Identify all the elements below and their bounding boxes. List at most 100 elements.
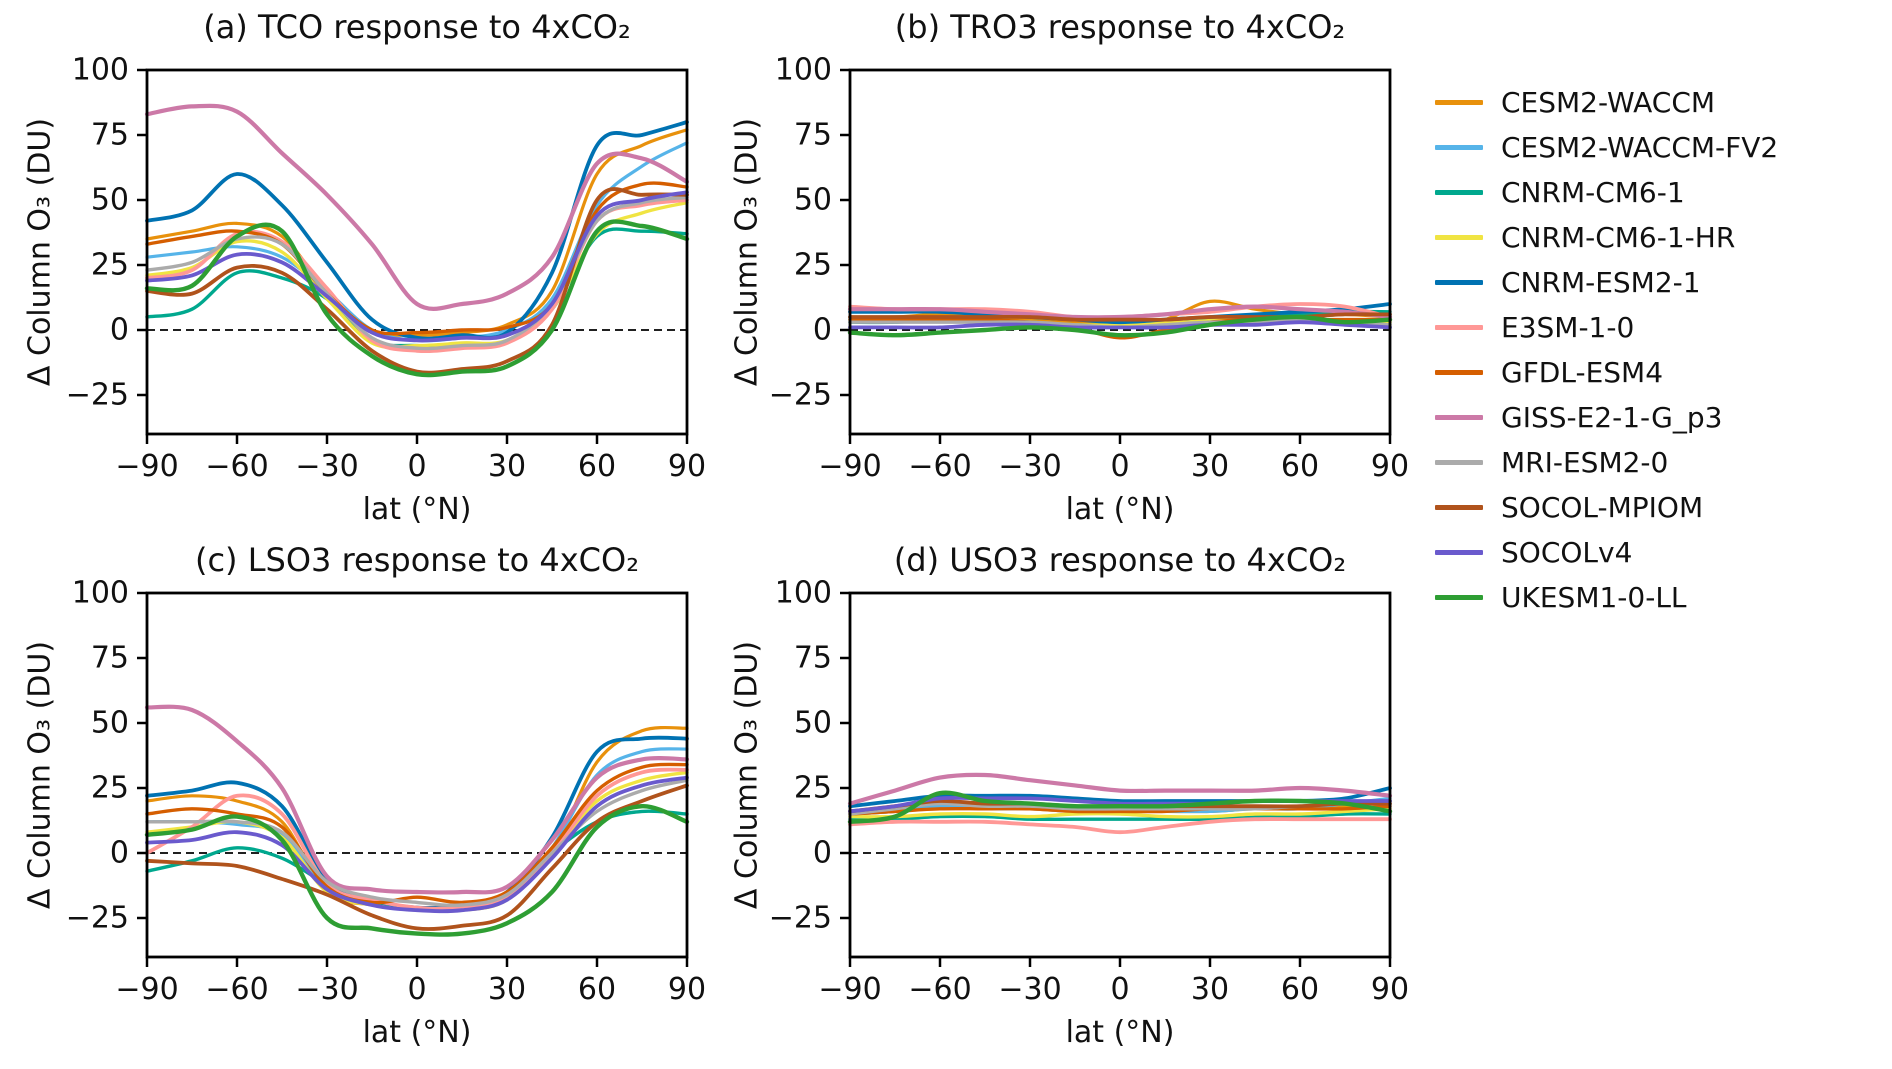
legend-label: E3SM-1-0 (1501, 311, 1635, 344)
series-line-GFDL-ESM4 (145, 181, 689, 336)
x-tick-label: −60 (205, 449, 268, 484)
legend-swatch-UKESM1-0-LL (1435, 595, 1483, 600)
panel-b-title: (b) TRO3 response to 4xCO₂ (894, 8, 1346, 46)
y-tick-label: 25 (91, 248, 129, 283)
x-tick-label: 0 (1110, 972, 1129, 1007)
x-tick-label: 30 (488, 449, 526, 484)
y-tick-label: 100 (72, 53, 129, 88)
panel-a-ylabel: Δ Column O₃ (DU) (22, 117, 58, 387)
series-line-UKESM1-0-LL (144, 804, 690, 937)
series-line-SOCOLv4 (848, 320, 1392, 330)
x-tick-label: −30 (998, 972, 1061, 1007)
legend-item-CESM2-WACCM-FV2: CESM2-WACCM-FV2 (1435, 131, 1778, 164)
legend-item-CESM2-WACCM: CESM2-WACCM (1435, 86, 1778, 119)
legend-item-E3SM-1-0: E3SM-1-0 (1435, 311, 1778, 344)
y-tick-label: 0 (813, 313, 832, 348)
panel-b-xlabel: lat (°N) (1065, 492, 1175, 527)
x-tick-label: 90 (668, 972, 706, 1007)
legend-item-GISS-E2-1-G_p3: GISS-E2-1-G_p3 (1435, 401, 1778, 434)
x-tick-label: 30 (488, 972, 526, 1007)
legend-label: GISS-E2-1-G_p3 (1501, 401, 1723, 434)
x-tick-label: −60 (908, 972, 971, 1007)
panel-d-ylabel: Δ Column O₃ (DU) (729, 640, 765, 910)
x-tick-label: −60 (205, 972, 268, 1007)
series-line-UKESM1-0-LL (144, 219, 690, 378)
legend-item-CNRM-ESM2-1: CNRM-ESM2-1 (1435, 266, 1778, 299)
series-line-CNRM-ESM2-1 (145, 120, 689, 341)
y-tick-label: 0 (110, 313, 129, 348)
x-tick-label: 60 (1281, 972, 1319, 1007)
y-tick-label: −25 (769, 901, 832, 936)
series-line-E3SM-1-0 (848, 817, 1392, 835)
series-line-CNRM-CM6-1-HR (848, 807, 1392, 819)
legend-item-SOCOL-MPIOM: SOCOL-MPIOM (1435, 491, 1778, 524)
series-line-SOCOLv4 (145, 775, 689, 914)
panel-c-ylabel: Δ Column O₃ (DU) (22, 640, 58, 910)
legend-swatch-E3SM-1-0 (1435, 325, 1483, 330)
legend-swatch-CESM2-WACCM-FV2 (1435, 145, 1483, 150)
x-tick-label: −30 (998, 449, 1061, 484)
panel-a-plot: 100 75 50 25 0 −25 −90 −60 −30 0 30 60 90 (66, 53, 706, 485)
legend-swatch-MRI-ESM2-0 (1435, 460, 1483, 465)
panel-a-xlabel: lat (°N) (362, 492, 472, 527)
series-line-UKESM1-0-LL (847, 314, 1393, 338)
y-tick-label: 100 (775, 576, 832, 611)
y-tick-label: 75 (794, 118, 832, 153)
x-tick-label: 90 (1371, 449, 1409, 484)
series-line-SOCOL-MPIOM (145, 187, 689, 375)
y-tick-label: 75 (91, 118, 129, 153)
y-tick-label: −25 (66, 378, 129, 413)
legend-item-MRI-ESM2-0: MRI-ESM2-0 (1435, 446, 1778, 479)
legend-swatch-SOCOL-MPIOM (1435, 505, 1483, 510)
x-tick-label: 30 (1191, 449, 1229, 484)
legend-item-CNRM-CM6-1: CNRM-CM6-1 (1435, 176, 1778, 209)
x-tick-label: 60 (578, 449, 616, 484)
panel-d-title: (d) USO3 response to 4xCO₂ (893, 541, 1347, 579)
panel-b-ylabel: Δ Column O₃ (DU) (729, 117, 765, 387)
series-line-E3SM-1-0 (145, 767, 689, 911)
x-tick-label: −90 (115, 449, 178, 484)
panel-c-title: (c) LSO3 response to 4xCO₂ (194, 541, 640, 579)
y-tick-label: 25 (794, 248, 832, 283)
panel-a-title: (a) TCO response to 4xCO₂ (203, 8, 631, 46)
y-tick-label: 75 (91, 641, 129, 676)
x-tick-label: −90 (818, 449, 881, 484)
legend: CESM2-WACCM CESM2-WACCM-FV2 CNRM-CM6-1 CNRM… (1435, 86, 1778, 614)
legend-label: GFDL-ESM4 (1501, 356, 1664, 389)
y-tick-label: 0 (110, 836, 129, 871)
legend-label: CNRM-ESM2-1 (1501, 266, 1701, 299)
legend-label: CNRM-CM6-1-HR (1501, 221, 1736, 254)
series-line-CNRM-CM6-1 (848, 812, 1392, 822)
legend-swatch-CNRM-ESM2-1 (1435, 280, 1483, 285)
y-tick-label: 50 (794, 183, 832, 218)
legend-item-GFDL-ESM4: GFDL-ESM4 (1435, 356, 1778, 389)
panel-c-xlabel: lat (°N) (362, 1015, 472, 1050)
x-tick-label: −30 (295, 449, 358, 484)
series-line-MRI-ESM2-0 (145, 778, 689, 908)
x-tick-label: 90 (668, 449, 706, 484)
legend-label: CESM2-WACCM-FV2 (1501, 131, 1779, 164)
series-line-UKESM1-0-LL (847, 790, 1393, 824)
legend-label: CESM2-WACCM (1501, 86, 1716, 119)
y-tick-label: −25 (66, 901, 129, 936)
legend-swatch-CNRM-CM6-1-HR (1435, 235, 1483, 240)
series-line-CNRM-ESM2-1 (848, 302, 1392, 325)
legend-label: CNRM-CM6-1 (1501, 176, 1685, 209)
x-tick-label: 0 (1110, 449, 1129, 484)
series-line-GFDL-ESM4 (145, 762, 689, 905)
y-tick-label: 75 (794, 641, 832, 676)
panel-c-plot: 100 75 50 25 0 −25 −90 −60 −30 0 30 60 90 (66, 576, 706, 1008)
legend-swatch-SOCOLv4 (1435, 550, 1483, 555)
x-tick-label: −90 (115, 972, 178, 1007)
y-tick-label: 50 (794, 706, 832, 741)
legend-label: SOCOLv4 (1501, 536, 1633, 569)
legend-swatch-CESM2-WACCM (1435, 100, 1483, 105)
y-tick-label: 100 (72, 576, 129, 611)
y-tick-label: 25 (794, 771, 832, 806)
panel-d-plot: 100 75 50 25 0 −25 −90 −60 −30 0 30 60 90 (769, 576, 1409, 1008)
y-tick-label: −25 (769, 378, 832, 413)
series-line-SOCOL-MPIOM (145, 783, 689, 931)
x-tick-label: 0 (407, 972, 426, 1007)
x-tick-label: 60 (1281, 449, 1319, 484)
